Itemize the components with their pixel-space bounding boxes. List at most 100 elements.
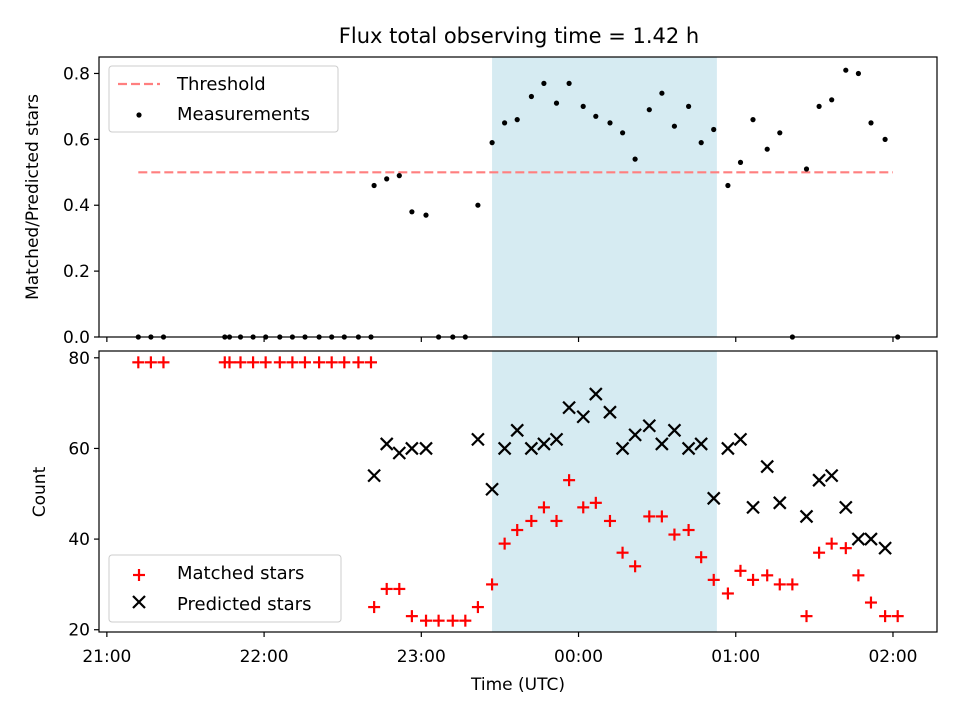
bottom-x-tick-label: 22:00 (240, 647, 289, 667)
bottom-plot-frame (98, 350, 938, 633)
predicted-star-point (510, 423, 524, 438)
predicted-star-point (812, 473, 826, 487)
measurement-point (843, 67, 849, 73)
measurement-point (371, 182, 377, 189)
bottom-y-ticks: 20 40 60 80 (68, 349, 99, 641)
matched-star-point (563, 474, 576, 487)
measurement-point (489, 140, 495, 146)
predicted-star-point (562, 400, 576, 415)
predicted-star-point (471, 432, 485, 447)
measurement-point (632, 156, 638, 162)
bottom-legend: Matched stars Predicted stars (108, 554, 342, 623)
predicted-star-point (589, 387, 603, 401)
matched-star-point (589, 496, 602, 509)
bottom-y-tick-label: 80 (68, 349, 90, 369)
predicted-star-point (379, 437, 394, 451)
measurements-legend-label: Measurements (177, 104, 310, 125)
matched-star-point (325, 356, 338, 369)
predicted-star-point (405, 441, 419, 456)
measurements-legend-swatch (136, 112, 142, 118)
matched-legend-swatch (133, 569, 145, 581)
predicted-star-point (524, 441, 539, 456)
matched-star-point (773, 578, 786, 591)
measurement-point (698, 140, 704, 146)
predicted-legend-label: Predicted stars (177, 594, 311, 615)
matched-star-point (800, 610, 813, 623)
predicted-star-point (878, 541, 892, 555)
matched-star-point (682, 524, 695, 537)
matched-star-point (603, 514, 616, 527)
measurement-point (553, 100, 560, 106)
matched-star-point (298, 356, 311, 369)
predicted-star-point (549, 432, 564, 447)
matched-star-point (879, 610, 892, 623)
matched-star-point (839, 542, 852, 555)
matched-star-point (734, 564, 747, 577)
top-legend: Threshold Measurements (108, 65, 339, 133)
predicted-star-point (721, 441, 735, 456)
matched-star-point (616, 546, 629, 559)
matched-star-point (313, 356, 326, 369)
matched-star-point (393, 582, 406, 595)
matched-star-point (338, 356, 351, 369)
matched-star-point (405, 610, 418, 623)
top-legend-box (108, 65, 339, 133)
matched-star-point (420, 614, 433, 627)
matched-star-point (707, 573, 720, 586)
top-y-tick-label: 0.2 (63, 262, 90, 282)
predicted-star-point (603, 405, 617, 419)
measurement-point (671, 123, 678, 129)
bottom-points (132, 356, 904, 627)
predicted-star-point (864, 532, 878, 546)
predicted-star-point (419, 441, 433, 456)
measurement-point (725, 182, 731, 189)
matched-star-point (695, 551, 708, 564)
measurement-point (750, 117, 756, 123)
measurement-point (514, 117, 520, 123)
predicted-star-point (760, 459, 774, 474)
measurement-point (566, 80, 572, 86)
matched-star-point (132, 356, 145, 369)
predicted-star-point (746, 500, 760, 515)
top-y-ticks: 0.0 0.2 0.4 0.6 0.8 (63, 64, 99, 348)
matched-star-point (511, 524, 524, 537)
chart-title: Flux total observing time = 1.42 h (339, 24, 699, 48)
measurement-point (868, 120, 874, 126)
matched-star-point (761, 569, 774, 582)
matched-star-point (486, 578, 499, 591)
measurement-point (764, 146, 770, 152)
bottom-legend-box (108, 554, 342, 623)
measurement-point (580, 103, 586, 109)
measurement-point (803, 166, 810, 172)
matched-star-point (368, 601, 381, 614)
matched-star-point (286, 356, 299, 369)
matched-star-point (813, 546, 826, 559)
matched-star-point (537, 501, 550, 514)
bottom-y-tick-label: 40 (68, 530, 90, 550)
measurement-point (396, 173, 402, 179)
top-y-tick-label: 0.4 (63, 196, 90, 216)
matched-star-point (352, 356, 365, 369)
measurement-point (409, 209, 415, 215)
bottom-x-tick-label: 00:00 (554, 647, 603, 667)
predicted-star-point (537, 437, 551, 451)
measurement-point (829, 97, 835, 103)
predicted-star-point (839, 500, 853, 515)
matched-star-point (629, 560, 642, 573)
predicted-star-point (772, 496, 787, 510)
measurement-point (646, 107, 652, 113)
measurement-point (816, 103, 822, 109)
predicted-star-point (706, 491, 721, 506)
predicted-star-point (824, 468, 839, 483)
predicted-star-point (642, 419, 657, 433)
matched-star-point (157, 356, 170, 369)
matched-star-point (643, 510, 656, 523)
matched-star-point (747, 573, 760, 586)
matched-star-point (721, 587, 734, 600)
predicted-star-point (733, 432, 748, 447)
threshold-legend-label: Threshold (176, 74, 266, 95)
predicted-star-point (694, 437, 708, 451)
measurement-point (686, 103, 692, 109)
